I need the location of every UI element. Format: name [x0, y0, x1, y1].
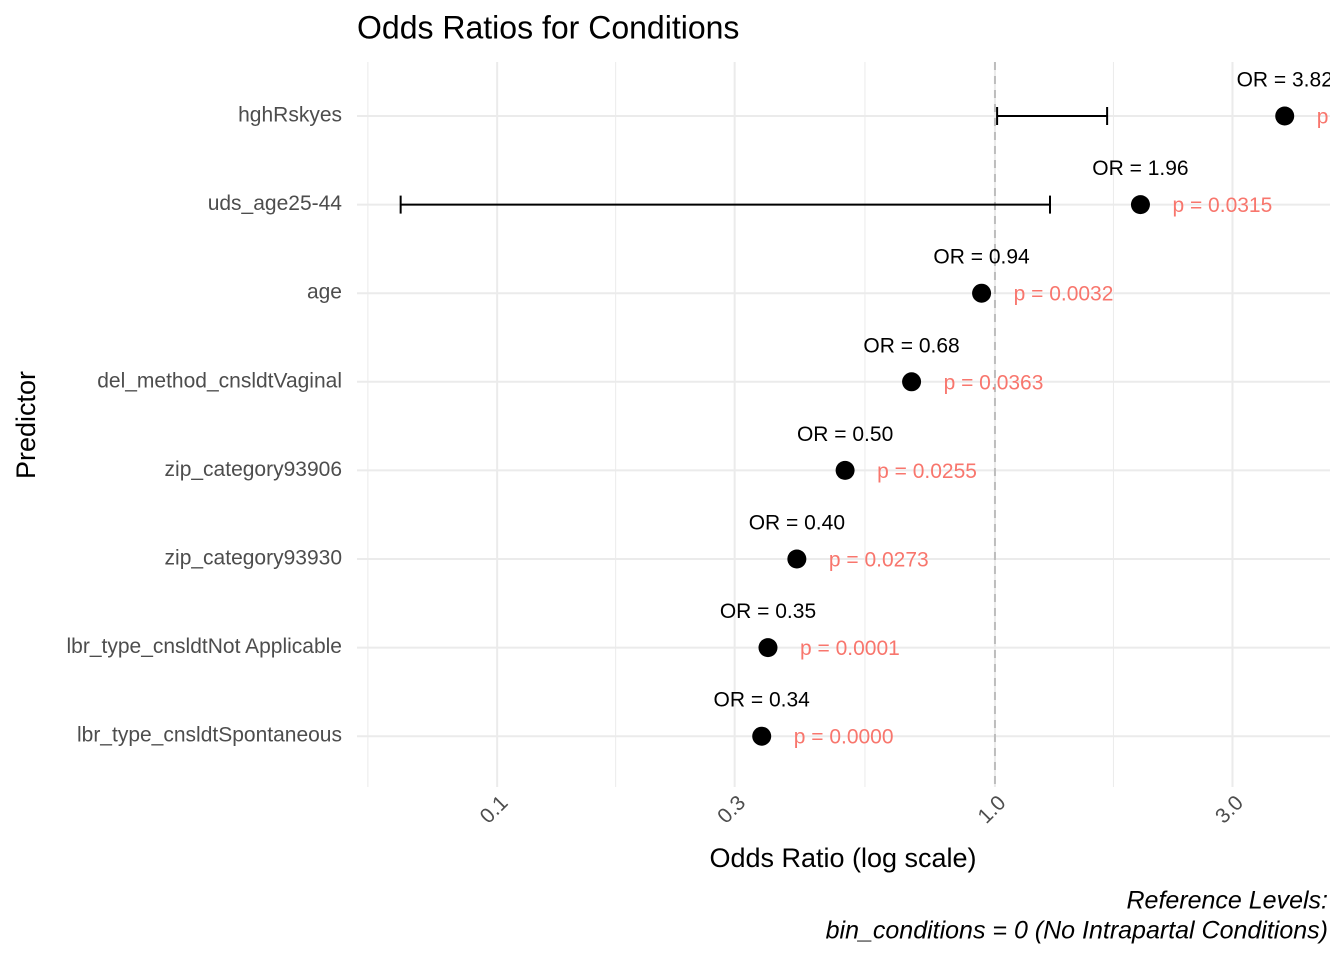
point: [787, 549, 807, 569]
p-label: p = 0.0273: [829, 549, 929, 572]
y-tick-label: lbr_type_cnsldtSpontaneous: [77, 724, 342, 747]
or-label: OR = 0.34: [714, 689, 811, 712]
caption: Reference Levels:: [1126, 887, 1328, 915]
or-label: OR = 0.50: [797, 423, 893, 446]
y-tick-label: lbr_type_cnsldtNot Applicable: [66, 635, 342, 658]
p-label: p = 0.0255: [877, 460, 977, 483]
point: [1130, 195, 1150, 215]
y-tick-label: hghRskyes: [238, 104, 342, 127]
point: [752, 726, 772, 746]
p-label: p = 0.0315: [1172, 194, 1272, 217]
p-label: p = 0.0000: [794, 726, 894, 749]
y-tick-label: age: [307, 281, 342, 304]
point: [835, 460, 855, 480]
or-label: OR = 1.96: [1092, 157, 1188, 180]
point: [972, 283, 992, 303]
x-tick-label: 1.0: [974, 791, 1011, 828]
or-label: OR = 3.82: [1237, 69, 1333, 92]
p-label: p = 0.0032: [1014, 283, 1114, 306]
plot-area: OR = 3.82 p OR = 1.96 p = 0.0315 OR = 0.94 p …: [357, 62, 1333, 787]
point: [1275, 106, 1295, 126]
y-axis-label: Predictor: [11, 371, 41, 479]
point: [902, 372, 922, 392]
x-axis-label: Odds Ratio (log scale): [709, 843, 976, 873]
x-tick-label: 3.0: [1211, 791, 1248, 828]
x-tick-label: 0.3: [713, 791, 750, 828]
y-tick-label: del_method_cnsldtVaginal: [97, 369, 342, 392]
p-label: p = 0.0363: [944, 371, 1044, 394]
point: [758, 638, 778, 658]
or-label: OR = 0.35: [720, 600, 816, 623]
p-label: p = 0.0001: [800, 637, 900, 660]
y-tick-label: uds_age25-44: [208, 192, 343, 215]
caption: bin_conditions = 0 (No Intrapartal Condi…: [826, 917, 1328, 945]
p-label: p: [1317, 106, 1329, 129]
chart-title: Odds Ratios for Conditions: [357, 9, 739, 45]
y-tick-label: zip_category93930: [165, 547, 342, 570]
or-label: OR = 0.94: [933, 246, 1030, 269]
or-label: OR = 0.40: [749, 512, 845, 535]
or-label: OR = 0.68: [863, 334, 959, 357]
y-tick-label: zip_category93906: [165, 458, 342, 481]
x-tick-label: 0.1: [476, 791, 513, 828]
